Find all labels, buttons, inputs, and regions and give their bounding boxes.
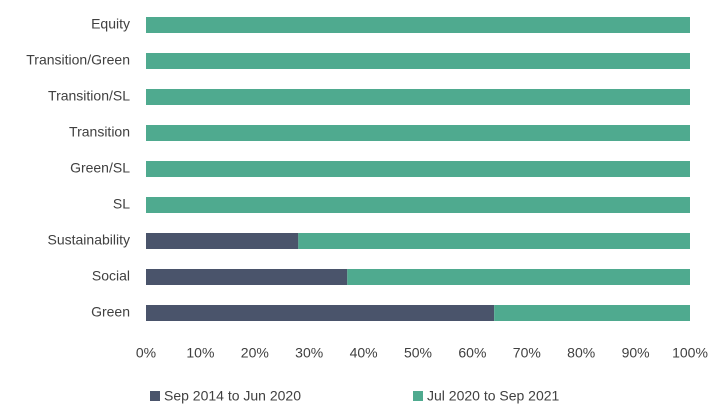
bar-segment: [298, 233, 690, 249]
legend-label: Sep 2014 to Jun 2020: [164, 388, 301, 404]
x-tick-label: 100%: [672, 345, 708, 361]
bar-segment: [347, 269, 690, 285]
legend-swatch: [150, 391, 160, 401]
x-tick-label: 80%: [567, 345, 595, 361]
legend-label: Jul 2020 to Sep 2021: [427, 388, 560, 404]
x-tick-label: 10%: [186, 345, 214, 361]
y-tick-label: Equity: [91, 16, 130, 32]
x-tick-label: 70%: [513, 345, 541, 361]
y-tick-label: Transition/Green: [26, 52, 130, 68]
y-tick-label: Transition/SL: [48, 88, 130, 104]
y-tick-label: Social: [92, 268, 130, 284]
bar-segment: [146, 53, 690, 69]
bar-segment: [146, 197, 690, 213]
legend-swatch: [413, 391, 423, 401]
bar-segment: [146, 269, 348, 285]
bar-segment: [146, 89, 690, 105]
x-tick-label: 30%: [295, 345, 323, 361]
x-tick-label: 60%: [458, 345, 486, 361]
bar-segment: [494, 305, 690, 321]
y-tick-label: Sustainability: [48, 232, 131, 248]
bar-segment: [146, 305, 495, 321]
y-tick-label: SL: [113, 196, 130, 212]
x-tick-label: 20%: [241, 345, 269, 361]
x-tick-label: 50%: [404, 345, 432, 361]
y-tick-label: Green: [91, 304, 130, 320]
x-tick-label: 90%: [622, 345, 650, 361]
y-tick-label: Green/SL: [70, 160, 130, 176]
bar-segment: [146, 125, 690, 141]
bar-segment: [146, 233, 299, 249]
y-tick-label: Transition: [69, 124, 130, 140]
bar-segment: [146, 17, 690, 33]
x-tick-label: 0%: [136, 345, 156, 361]
x-tick-label: 40%: [350, 345, 378, 361]
bar-segment: [146, 161, 690, 177]
